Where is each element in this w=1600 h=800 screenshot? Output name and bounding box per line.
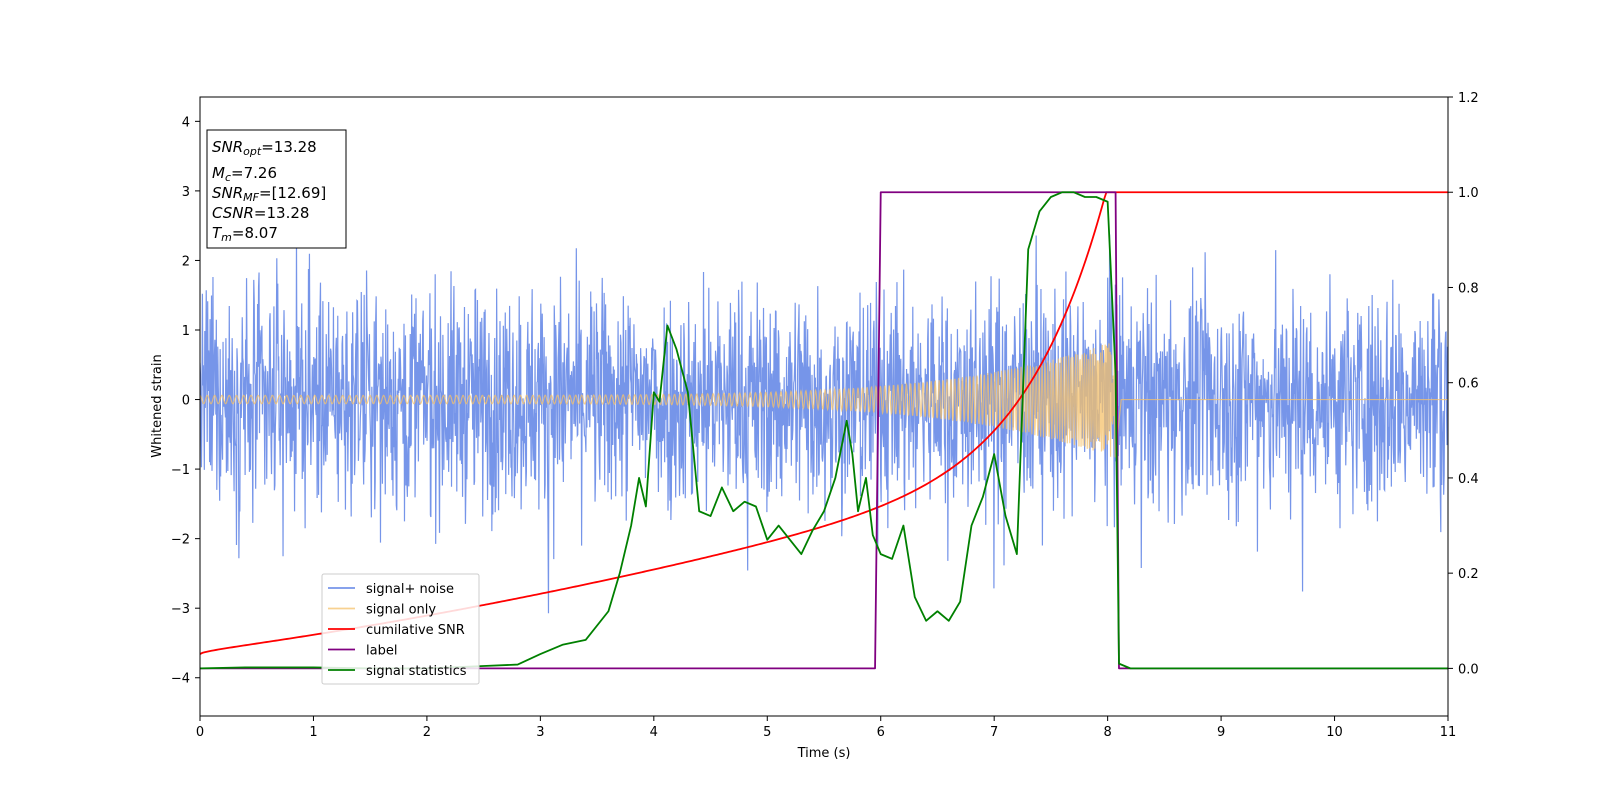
x-tick-label: 10 bbox=[1326, 725, 1343, 740]
x-tick-label: 1 bbox=[309, 725, 317, 740]
right-y-tick-label: 0.8 bbox=[1458, 281, 1479, 296]
right-y-tick-label: 0.6 bbox=[1458, 377, 1479, 392]
left-y-tick-label: 4 bbox=[182, 115, 190, 130]
plot-frame bbox=[199, 96, 1449, 717]
x-tick-label: 8 bbox=[1103, 725, 1111, 740]
x-tick-label: 6 bbox=[877, 725, 885, 740]
left-y-tick-label: 1 bbox=[182, 324, 190, 339]
x-axis-title: Time (s) bbox=[797, 746, 851, 761]
legend-frame bbox=[321, 573, 480, 685]
annotation-tm: Tm=8.07 bbox=[212, 224, 278, 244]
legend-label: label bbox=[366, 644, 397, 659]
legend: signal+ noise signal only cumilative SNR la… bbox=[321, 573, 480, 685]
annotation-snr-opt: SNRopt=13.28 bbox=[212, 138, 317, 158]
series-signal-only bbox=[200, 343, 1448, 458]
right-y-tick-label: 0.4 bbox=[1458, 472, 1479, 487]
x-tick-label: 0 bbox=[196, 725, 204, 740]
legend-label: cumilative SNR bbox=[366, 623, 465, 638]
right-y-tick-label: 0.2 bbox=[1458, 567, 1479, 582]
left-y-tick-label: −1 bbox=[171, 463, 190, 478]
annotation-box: SNRopt=13.28 Mc=7.26 SNRMF=[12.69] CSNR=… bbox=[206, 129, 347, 249]
x-tick-label: 9 bbox=[1217, 725, 1225, 740]
x-tick-label: 4 bbox=[650, 725, 658, 740]
annotation-csnr: CSNR=13.28 bbox=[212, 204, 309, 222]
left-y-tick-label: 2 bbox=[182, 254, 190, 269]
right-y-axis: 0.0 0.2 0.4 0.6 0.8 1.0 1.2 bbox=[1448, 91, 1479, 677]
y-axis-title: Whitened strain bbox=[150, 354, 165, 457]
x-axis: 0 1 2 3 4 5 6 7 8 9 10 11 bbox=[196, 716, 1456, 740]
legend-label: signal only bbox=[366, 603, 436, 618]
x-tick-label: 2 bbox=[423, 725, 431, 740]
x-tick-label: 7 bbox=[990, 725, 998, 740]
annotation-mc: Mc=7.26 bbox=[212, 164, 277, 184]
x-tick-label: 11 bbox=[1440, 725, 1457, 740]
left-y-axis: −4 −3 −2 −1 0 1 2 3 4 bbox=[171, 115, 200, 687]
left-y-tick-label: −4 bbox=[171, 672, 190, 687]
right-y-tick-label: 1.0 bbox=[1458, 186, 1479, 201]
right-y-tick-label: 1.2 bbox=[1458, 91, 1479, 106]
left-y-tick-label: 3 bbox=[182, 185, 190, 200]
x-tick-label: 5 bbox=[763, 725, 771, 740]
left-y-tick-label: −3 bbox=[171, 602, 190, 617]
x-tick-label: 3 bbox=[536, 725, 544, 740]
right-y-tick-label: 0.0 bbox=[1458, 662, 1479, 677]
legend-label: signal+ noise bbox=[366, 582, 454, 597]
legend-label: signal statistics bbox=[366, 664, 467, 679]
left-y-tick-label: 0 bbox=[182, 394, 190, 409]
left-y-tick-label: −2 bbox=[171, 533, 190, 548]
series-signal-noise bbox=[200, 234, 1448, 614]
annotation-snr-mf: SNRMF=[12.69] bbox=[212, 184, 326, 204]
annotation-frame bbox=[206, 129, 347, 249]
series-signal-statistics bbox=[200, 191, 1448, 670]
